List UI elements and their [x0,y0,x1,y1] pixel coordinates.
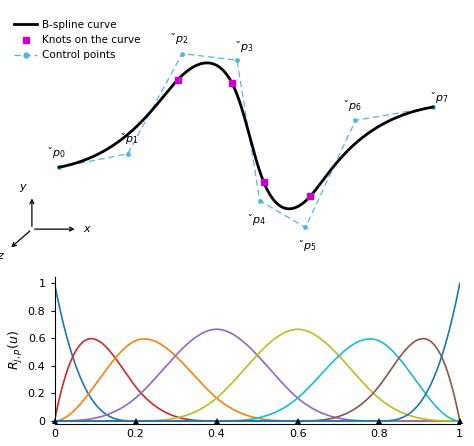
Text: $\check{p}_5$: $\check{p}_5$ [299,238,317,253]
X-axis label: $u$: $u$ [253,444,262,446]
Text: $\check{p}_4$: $\check{p}_4$ [248,211,266,227]
Text: $x$: $x$ [83,224,92,234]
Y-axis label: $R_{j,p}(u)$: $R_{j,p}(u)$ [7,330,25,370]
Text: $\check{p}_7$: $\check{p}_7$ [431,90,449,104]
Text: $\check{p}_0$: $\check{p}_0$ [48,145,66,160]
Text: $\check{p}_2$: $\check{p}_2$ [171,31,189,46]
Text: $\check{p}_3$: $\check{p}_3$ [237,39,254,54]
Text: $y$: $y$ [19,182,28,194]
Text: $\check{p}_1$: $\check{p}_1$ [121,131,139,146]
Legend: B-spline curve, Knots on the curve, Control points: B-spline curve, Knots on the curve, Cont… [10,16,145,65]
Text: $z$: $z$ [0,251,6,261]
Text: $\check{p}_6$: $\check{p}_6$ [344,98,362,113]
